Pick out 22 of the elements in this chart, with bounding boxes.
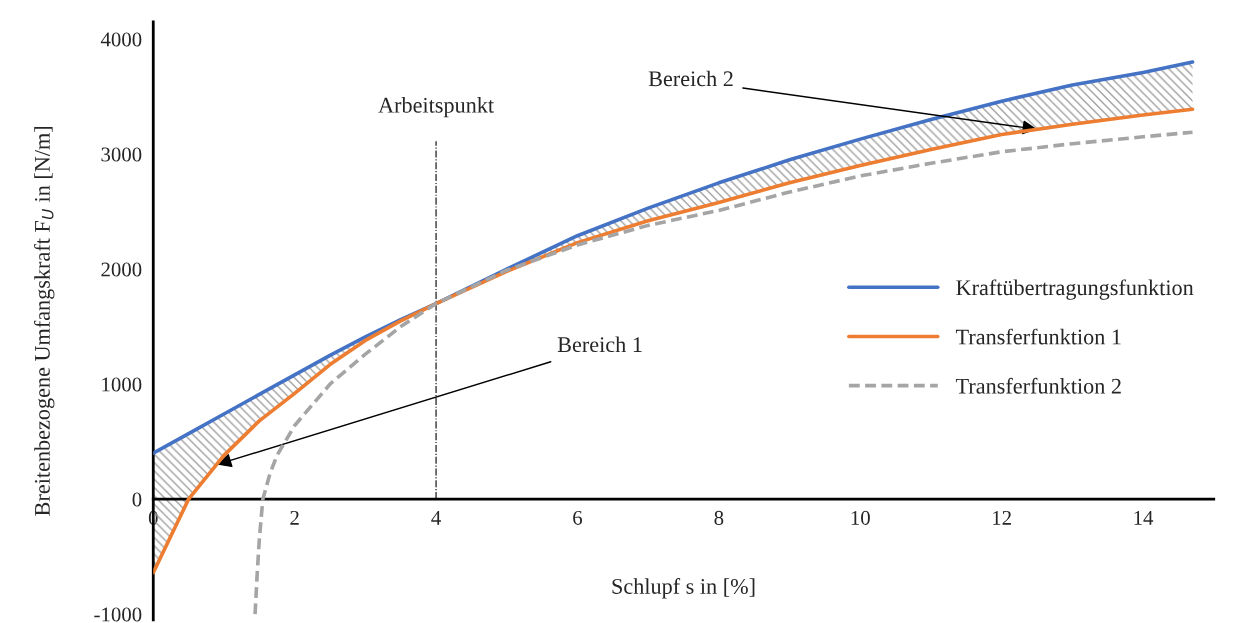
y-tick-label: 4000 bbox=[100, 32, 142, 47]
x-tick-label: 4 bbox=[431, 510, 441, 525]
x-tick-label: 6 bbox=[573, 510, 583, 525]
y-tick-label: -1000 bbox=[94, 607, 142, 622]
y-tick-label: 3000 bbox=[101, 147, 142, 162]
y-tick-label: 1000 bbox=[102, 377, 142, 392]
x-tick-label: 8 bbox=[714, 510, 724, 525]
legend-label: Transferfunktion 1 bbox=[955, 328, 1121, 345]
x-tick-label: 14 bbox=[1134, 510, 1154, 525]
line-series bbox=[253, 130, 1195, 616]
y-tick-label: 0 bbox=[132, 492, 142, 507]
y-tick-label: 2000 bbox=[101, 262, 142, 277]
annotation: Bereich 2 bbox=[648, 70, 733, 87]
legend-label: Transferfunktion 2 bbox=[955, 377, 1121, 394]
ref-line-label: Arbeitspunkt bbox=[378, 97, 494, 118]
x-tick-label: 10 bbox=[851, 510, 870, 525]
x-tick-label: 12 bbox=[993, 510, 1011, 525]
legend-label: Kraftübertragungsfunktion bbox=[956, 279, 1194, 300]
annotation: Bereich 1 bbox=[557, 336, 642, 353]
x-tick-label: 2 bbox=[290, 510, 299, 525]
y-axis-title: Breitenbezogene Umfangskraft F$_{U}$ in [N/m] bbox=[33, 126, 55, 516]
x-axis-title: Schlupf s in [%] bbox=[612, 578, 755, 599]
